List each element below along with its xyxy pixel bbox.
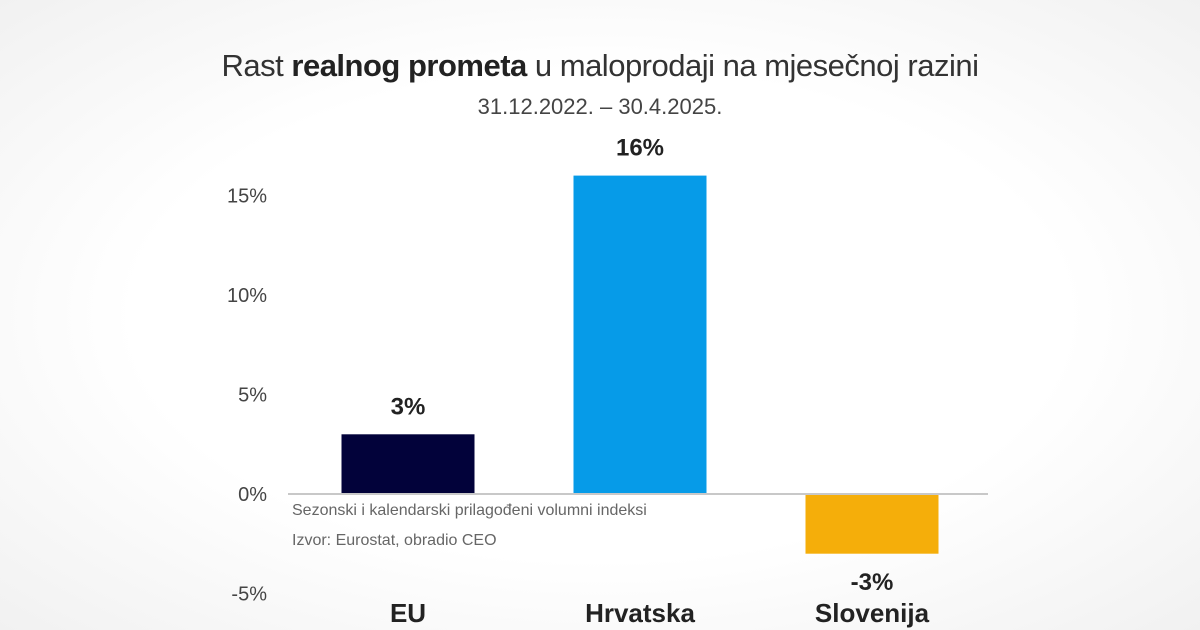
title-bold: realnog prometa [291, 48, 527, 83]
note-source: Izvor: Eurostat, obradio CEO [292, 532, 497, 549]
y-tick-label: 5% [238, 385, 267, 407]
y-tick-label: -5% [231, 584, 267, 606]
title-pre: Rast [221, 48, 292, 83]
y-tick-label: 15% [227, 186, 267, 208]
chart-subtitle: 31.12.2022. – 30.4.2025. [477, 94, 723, 119]
bar-eu [341, 434, 475, 494]
data-label: 3% [391, 393, 426, 420]
bar-hrvatska [573, 175, 707, 494]
category-label: EU [390, 598, 426, 628]
category-label: Slovenija [815, 598, 930, 628]
data-label: 16% [616, 135, 664, 162]
y-tick-label: 10% [227, 285, 267, 307]
data-label: -3% [851, 569, 894, 596]
title-post: u maloprodaji na mjesečnoj razini [526, 48, 979, 83]
bar-slovenija [805, 494, 939, 554]
note-method: Sezonski i kalendarski prilagođeni volum… [292, 502, 647, 519]
chart-title: Rast realnog prometa u maloprodaji na mj… [0, 48, 1200, 84]
category-label: Hrvatska [585, 598, 695, 628]
y-tick-label: 0% [238, 484, 267, 506]
